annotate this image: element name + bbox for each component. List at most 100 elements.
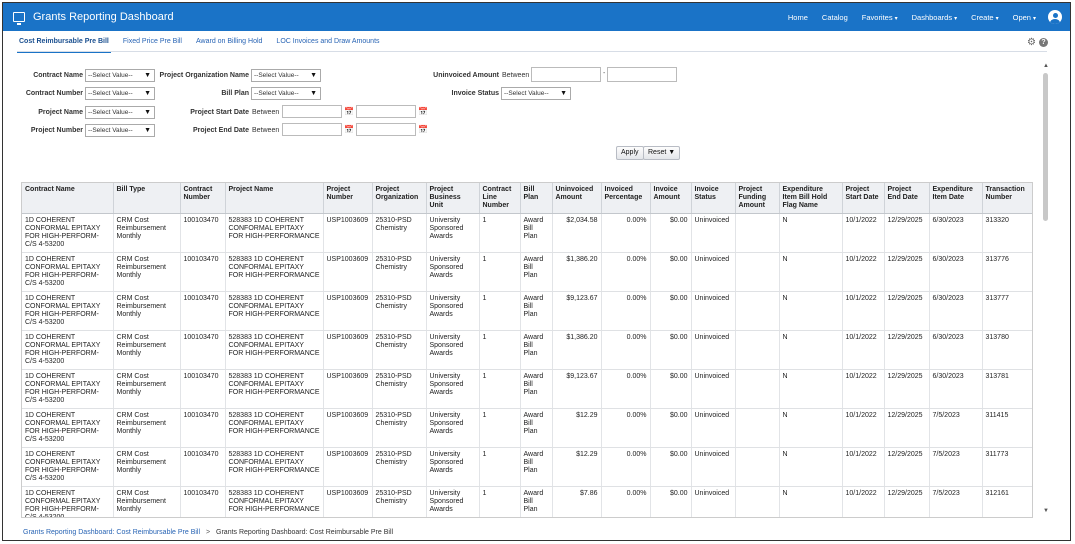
table-cell: $0.00 [650,213,692,253]
contract-name-select[interactable]: --Select Value-- ▼ [85,69,155,82]
column-header[interactable]: Invoice Amount [650,183,692,214]
calendar-icon[interactable]: 📅 [418,125,428,134]
nav-favorites[interactable]: Favorites ▾ [861,12,898,22]
column-header[interactable]: Transaction Number [982,183,1032,214]
table-cell: 100103470 [180,408,226,448]
table-cell: 528383 1D COHERENT CONFORMAL EPITAXY FOR… [225,486,324,517]
table-row[interactable]: 1D COHERENT CONFORMAL EPITAXY FOR HIGH-P… [22,369,1032,409]
column-header[interactable]: Invoiced Percentage [601,183,651,214]
calendar-icon[interactable]: 📅 [344,107,354,116]
table-row[interactable]: 1D COHERENT CONFORMAL EPITAXY FOR HIGH-P… [22,252,1032,292]
table-cell: 1 [479,447,521,487]
scroll-down-icon[interactable]: ▼ [1043,508,1049,514]
table-cell: 100103470 [180,252,226,292]
calendar-icon[interactable]: 📅 [418,107,428,116]
table-cell: $0.00 [650,447,692,487]
table-cell: CRM Cost Reimbursement Monthly [113,252,181,292]
table-row[interactable]: 1D COHERENT CONFORMAL EPITAXY FOR HIGH-P… [22,213,1032,253]
table-cell: 311773 [982,447,1032,487]
table-cell: 100103470 [180,291,226,331]
scrollbar-thumb[interactable] [1043,73,1048,221]
column-header[interactable]: Invoice Status [691,183,736,214]
table-cell: 1 [479,213,521,253]
reset-button[interactable]: Reset ▼ [643,146,681,160]
table-cell: USP1003609 [323,408,373,448]
tab-award-on-billing-hold[interactable]: Award on Billing Hold [196,38,263,45]
table-row[interactable]: 1D COHERENT CONFORMAL EPITAXY FOR HIGH-P… [22,408,1032,448]
project-end-date-label: Project End Date [192,127,249,134]
column-header[interactable]: Project Name [225,183,324,214]
table-row[interactable]: 1D COHERENT CONFORMAL EPITAXY FOR HIGH-P… [22,291,1032,331]
chevron-down-icon: ▾ [1032,15,1036,22]
tab-loc-invoices[interactable]: LOC Invoices and Draw Amounts [276,38,380,45]
scroll-up-icon[interactable]: ▲ [1043,63,1049,69]
user-avatar-icon[interactable] [1048,10,1062,24]
table-cell: USP1003609 [323,369,373,409]
table-row[interactable]: 1D COHERENT CONFORMAL EPITAXY FOR HIGH-P… [22,486,1032,517]
project-end-to-input[interactable] [356,123,416,136]
calendar-icon[interactable]: 📅 [344,125,354,134]
uninvoiced-from-input[interactable] [531,67,601,82]
project-start-from-input[interactable] [282,105,342,118]
breadcrumb-current: Grants Reporting Dashboard: Cost Reimbur… [216,529,394,536]
table-cell [735,447,780,487]
project-end-from-input[interactable] [282,123,342,136]
nav-home[interactable]: Home [787,12,808,22]
contract-number-select[interactable]: --Select Value-- ▼ [85,87,155,100]
uninvoiced-to-input[interactable] [607,67,677,82]
help-icon[interactable]: ? [1039,38,1048,47]
table-cell: 311415 [982,408,1032,448]
project-org-name-select[interactable]: --Select Value-- ▼ [251,69,321,82]
tab-cost-reimbursable-pre-bill[interactable]: Cost Reimbursable Pre Bill [17,37,111,53]
nav-dashboards[interactable]: Dashboards ▾ [911,12,958,22]
column-header[interactable]: Project Organization [372,183,427,214]
table-cell: $0.00 [650,486,692,517]
contract-name-label: Contract Name [33,72,83,79]
nav-create[interactable]: Create ▾ [971,12,999,22]
column-header[interactable]: Bill Plan [520,183,553,214]
column-header[interactable]: Expenditure Item Date [929,183,983,214]
table-cell [735,291,780,331]
table-row[interactable]: 1D COHERENT CONFORMAL EPITAXY FOR HIGH-P… [22,447,1032,487]
table-cell: N [779,252,843,292]
contract-number-label: Contract Number [25,90,83,97]
column-header[interactable]: Contract Number [180,183,226,214]
apply-button[interactable]: Apply [616,146,644,160]
table-cell: USP1003609 [323,252,373,292]
table-cell: 10/1/2022 [842,330,885,370]
table-row[interactable]: 1D COHERENT CONFORMAL EPITAXY FOR HIGH-P… [22,330,1032,370]
gear-icon[interactable]: ⚙ [1027,37,1036,48]
table-cell: 100103470 [180,369,226,409]
vertical-scrollbar[interactable]: ▲ ▼ [1042,63,1050,518]
column-header[interactable]: Uninvoiced Amount [552,183,602,214]
project-start-to-input[interactable] [356,105,416,118]
column-header[interactable]: Project Number [323,183,373,214]
table-cell: 100103470 [180,330,226,370]
column-header[interactable]: Bill Type [113,183,181,214]
column-header[interactable]: Contract Line Number [479,183,521,214]
table-cell: CRM Cost Reimbursement Monthly [113,213,181,253]
table-cell: 10/1/2022 [842,291,885,331]
table-cell: Award Bill Plan [520,486,553,517]
table-cell: 25310-PSD Chemistry [372,486,427,517]
column-header[interactable]: Project Start Date [842,183,885,214]
project-number-select[interactable]: --Select Value-- ▼ [85,124,155,137]
column-header[interactable]: Contract Name [22,183,114,214]
table-cell: University Sponsored Awards [426,369,480,409]
table-cell: Award Bill Plan [520,408,553,448]
tab-fixed-price-pre-bill[interactable]: Fixed Price Pre Bill [122,38,182,45]
breadcrumb-link[interactable]: Grants Reporting Dashboard: Cost Reimbur… [23,529,201,536]
column-header[interactable]: Project End Date [884,183,930,214]
invoice-status-select[interactable]: --Select Value-- ▼ [501,87,571,100]
table-cell: N [779,447,843,487]
nav-catalog[interactable]: Catalog [821,12,848,22]
table-cell: $0.00 [650,369,692,409]
nav-open[interactable]: Open ▾ [1012,12,1036,22]
table-cell: 528383 1D COHERENT CONFORMAL EPITAXY FOR… [225,252,324,292]
column-header[interactable]: Project Business Unit [426,183,480,214]
table-cell: 0.00% [601,330,651,370]
bill-plan-select[interactable]: --Select Value-- ▼ [251,87,321,100]
column-header[interactable]: Project Funding Amount [735,183,780,214]
project-name-select[interactable]: --Select Value-- ▼ [85,106,155,119]
column-header[interactable]: Expenditure Item Bill Hold Flag Name [779,183,843,214]
